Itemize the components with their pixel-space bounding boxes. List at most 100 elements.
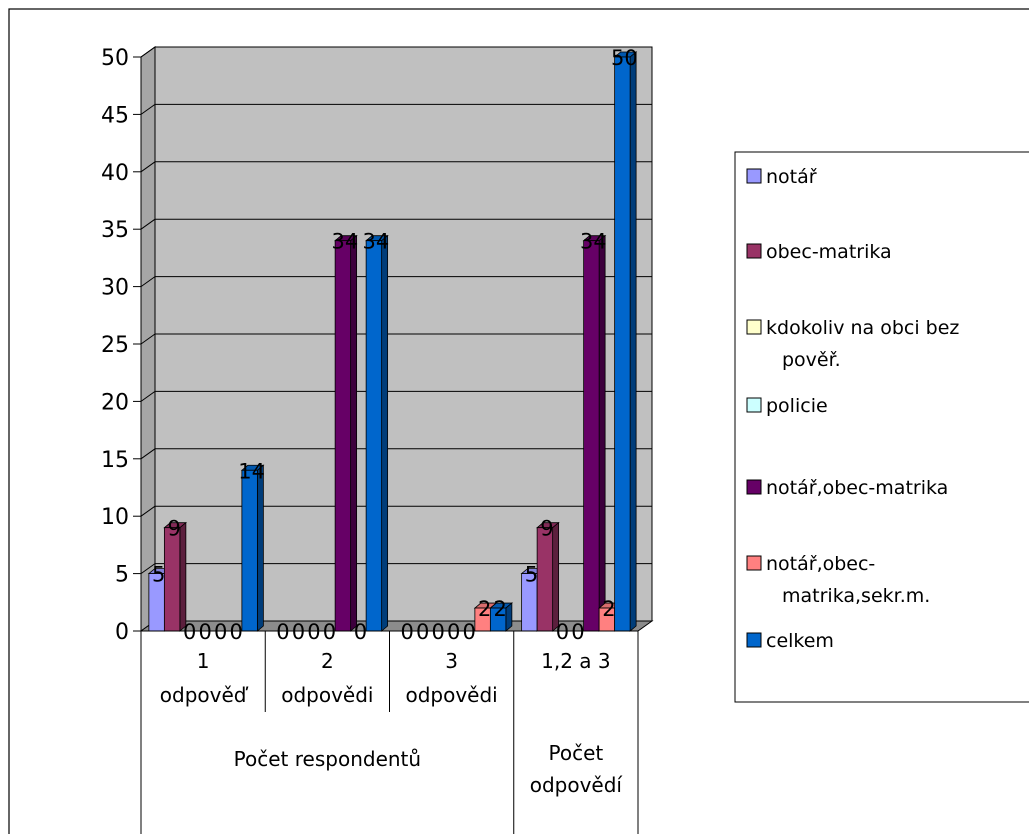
bars <box>147 51 638 632</box>
data-label: 0 <box>214 620 227 644</box>
legend-swatch <box>746 168 762 184</box>
legend-label: obec-matrika <box>766 241 892 263</box>
data-label: 9 <box>540 517 553 541</box>
x-group-label: Počet respondentů <box>234 747 421 771</box>
bar-front <box>536 527 554 632</box>
y-tick-label: 25 <box>101 333 129 358</box>
x-category-label: 3 <box>445 649 458 673</box>
legend-label: notář,obec-matrika <box>766 477 948 499</box>
data-label: 0 <box>323 620 336 644</box>
legend-swatch <box>746 397 762 413</box>
y-tick-label: 15 <box>101 448 129 473</box>
x-category-label: odpovědi <box>281 683 373 707</box>
legend-swatch <box>746 632 762 648</box>
y-tick-label: 10 <box>101 505 129 530</box>
legend-swatch <box>746 479 762 495</box>
data-label: 0 <box>571 620 584 644</box>
data-label: 0 <box>307 620 320 644</box>
bar-side <box>381 234 389 632</box>
y-tick-label: 20 <box>101 390 129 415</box>
y-tick-label: 35 <box>101 218 129 243</box>
x-category-label: 1 <box>197 649 210 673</box>
legend-label: kdokoliv na obci bez <box>766 317 959 339</box>
gridline-side <box>140 505 156 517</box>
axes: 051015202530354045501odpověď2odpovědi3od… <box>101 46 639 834</box>
y-tick-label: 5 <box>115 563 129 588</box>
bar <box>536 521 560 632</box>
data-label: 0 <box>556 620 569 644</box>
y-tick-label: 40 <box>101 161 129 186</box>
data-label: 0 <box>447 620 460 644</box>
gridline-side <box>140 333 156 345</box>
legend-label: celkem <box>766 630 834 652</box>
legend-label: matrika,sekr.m. <box>782 585 930 607</box>
gridline-side <box>140 218 156 230</box>
bar-side <box>256 464 264 632</box>
gridline-side <box>140 161 156 173</box>
bar-side <box>629 51 637 632</box>
data-label: 5 <box>525 563 538 587</box>
data-label: 50 <box>611 46 638 70</box>
data-label: 0 <box>416 620 429 644</box>
legend-label: notář <box>766 166 817 188</box>
bar <box>334 234 358 632</box>
gridline-side <box>140 563 156 575</box>
x-category-label: odpovědi <box>405 683 497 707</box>
bar <box>365 234 389 632</box>
legend-swatch <box>746 555 762 571</box>
y-tick-label: 30 <box>101 276 129 301</box>
x-category-label: 1,2 a 3 <box>541 649 611 673</box>
data-label: 9 <box>167 517 180 541</box>
legend: notář obec-matrika kdokoliv na obci bez pov… <box>734 151 1029 703</box>
gridline-side <box>140 103 156 115</box>
data-label: 0 <box>462 620 475 644</box>
x-group-label: odpovědí <box>530 773 624 797</box>
data-label: 0 <box>229 620 242 644</box>
data-label: 34 <box>363 230 390 254</box>
data-label: 2 <box>493 597 506 621</box>
data-label: 0 <box>183 620 196 644</box>
x-category-label: 2 <box>321 649 334 673</box>
bar-front <box>334 240 352 632</box>
bar-side <box>598 234 606 632</box>
gridline-side <box>140 276 156 288</box>
x-category-label: odpověď <box>160 683 249 707</box>
legend-label: pověř. <box>782 349 841 371</box>
data-label: 0 <box>198 620 211 644</box>
bar-front <box>583 240 600 632</box>
bar-front <box>614 56 631 632</box>
data-label: 0 <box>431 620 444 644</box>
plot-area <box>139 46 654 632</box>
data-label: 2 <box>478 597 491 621</box>
data-label: 2 <box>602 597 615 621</box>
data-label: 0 <box>400 620 413 644</box>
bar <box>582 234 607 632</box>
data-label: 0 <box>276 620 289 644</box>
x-group-label: Počet <box>549 741 604 765</box>
y-tick-label: 50 <box>101 46 129 71</box>
data-label: 34 <box>332 230 359 254</box>
bar <box>613 51 638 632</box>
bar <box>163 521 187 632</box>
bar <box>240 464 265 632</box>
bar-side <box>350 234 358 632</box>
gridline-side <box>140 46 156 58</box>
bar <box>489 602 513 632</box>
legend-label: notář,obec- <box>766 553 875 575</box>
legend-label: policie <box>766 395 828 417</box>
bar-front <box>241 469 258 632</box>
legend-box <box>734 151 1029 703</box>
data-label: 34 <box>580 230 607 254</box>
data-label: 14 <box>238 459 265 483</box>
legend-swatch <box>746 243 762 259</box>
legend-swatch <box>746 319 762 335</box>
y-tick-label: 0 <box>115 620 129 645</box>
bar-front <box>365 240 383 632</box>
bar-front <box>163 527 181 632</box>
gridline-side <box>140 448 156 460</box>
data-label: 5 <box>152 563 165 587</box>
y-tick-label: 45 <box>101 103 129 128</box>
